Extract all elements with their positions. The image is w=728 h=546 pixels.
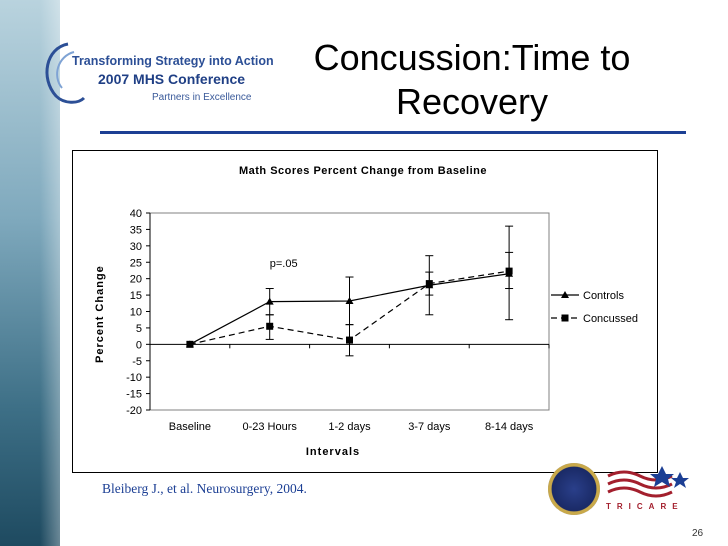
slide-title: Concussion:Time to Recovery (313, 37, 631, 122)
math-scores-chart: Math Scores Percent Change from Baseline… (94, 165, 638, 458)
data-point-square (346, 336, 353, 344)
x-axis-label: Intervals (306, 446, 360, 458)
y-tick-label: 5 (136, 323, 142, 335)
y-tick-label: -10 (126, 372, 142, 384)
data-point-triangle (345, 296, 354, 304)
significance-annotation: p=.05 (270, 258, 298, 270)
citation: Bleiberg J., et al. Neurosurgery, 2004. (102, 481, 307, 496)
data-point-triangle (265, 297, 274, 305)
legend-label: Concussed (583, 313, 638, 325)
logo-tagline: Transforming Strategy into Action (72, 54, 274, 68)
swirl-logo-icon (45, 42, 86, 104)
y-tick-label: 25 (130, 257, 142, 269)
legend-marker-square (561, 314, 569, 322)
y-tick-label: 35 (130, 224, 142, 236)
y-tick-label: -5 (132, 356, 142, 368)
legend-marker-triangle (561, 291, 569, 298)
tricare-wordmark: TRICARE (606, 502, 684, 511)
data-point-square (186, 340, 194, 348)
x-tick-label: 1-2 days (328, 421, 371, 433)
tricare-logo-icon (607, 466, 689, 498)
y-tick-label: 10 (130, 307, 142, 319)
x-tick-label: 8-14 days (485, 421, 534, 433)
y-tick-label: 0 (136, 339, 142, 351)
conference-logo: Transforming Strategy into Action 2007 M… (38, 38, 274, 110)
chart-frame: Math Scores Percent Change from Baseline… (72, 150, 658, 473)
y-tick-label: 30 (130, 241, 142, 253)
title-divider (100, 131, 686, 134)
data-point-square (505, 267, 513, 275)
data-point-square (425, 280, 433, 288)
x-tick-label: 3-7 days (408, 421, 451, 433)
y-axis-label: Percent Change (94, 265, 106, 363)
y-tick-label: -15 (126, 389, 142, 401)
data-point-square (266, 322, 274, 330)
y-tick-label: -20 (126, 405, 142, 417)
chart-legend: Controls Concussed (551, 290, 638, 325)
x-tick-label: Baseline (169, 421, 211, 433)
page-number: 26 (692, 528, 704, 539)
logo-conference: 2007 MHS Conference (98, 71, 246, 87)
y-tick-label: 15 (130, 290, 142, 302)
y-tick-label: 40 (130, 208, 142, 220)
series-concussed (186, 225, 514, 357)
chart-title: Math Scores Percent Change from Baseline (239, 165, 487, 177)
logo-subtitle: Partners in Excellence (152, 92, 252, 103)
x-tick-label: 0-23 Hours (242, 421, 297, 433)
y-tick-label: 20 (130, 274, 142, 286)
legend-label: Controls (583, 290, 624, 302)
dod-seal-icon (548, 463, 600, 515)
